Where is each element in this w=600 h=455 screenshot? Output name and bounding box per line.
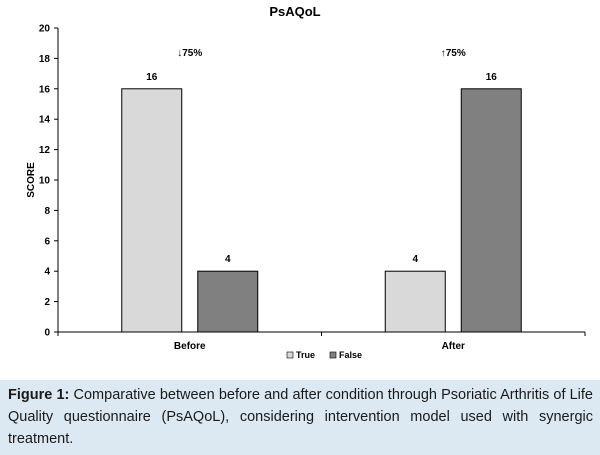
legend-swatch-false xyxy=(329,351,337,359)
percent-change-annotation: ↑75% xyxy=(441,48,466,59)
legend-swatch-true xyxy=(286,351,294,359)
legend-label-true: True xyxy=(296,350,315,360)
x-tick-label: After xyxy=(442,341,465,352)
y-tick-label: 6 xyxy=(44,236,50,247)
y-axis-label: SCORE xyxy=(26,162,37,198)
y-axis: 0 2 4 6 8 10 12 14 16 18 20 xyxy=(39,24,59,339)
annotations: ↓75% ↑75% xyxy=(177,48,466,59)
caption-label: Figure 1: xyxy=(8,387,70,403)
bar-true xyxy=(384,270,446,333)
percent-change-annotation: ↓75% xyxy=(177,48,202,59)
x-tick-label: Before xyxy=(174,341,206,352)
bar-false xyxy=(460,88,522,333)
y-tick-label: 0 xyxy=(44,328,50,339)
y-tick-label: 10 xyxy=(39,176,51,187)
legend: True False xyxy=(286,350,362,360)
data-label: 16 xyxy=(486,72,498,83)
y-tick-label: 2 xyxy=(44,297,50,308)
data-label: 4 xyxy=(412,254,418,265)
y-tick-label: 20 xyxy=(39,24,51,35)
bar-false xyxy=(197,270,259,333)
y-tick-label: 14 xyxy=(39,115,51,126)
bar-true xyxy=(121,88,183,333)
y-tick-label: 12 xyxy=(39,145,51,156)
data-label: 16 xyxy=(146,72,158,83)
bar-chart: PsAQoL SCORE 0 2 4 6 8 10 12 14 16 18 20 16 4 4 16 Be… xyxy=(26,4,586,360)
caption-box: Figure 1: Comparative between before and… xyxy=(0,380,600,455)
y-tick-label: 18 xyxy=(39,54,51,65)
y-tick-label: 8 xyxy=(44,206,50,217)
data-label: 4 xyxy=(225,254,231,265)
figure-caption: Figure 1: Comparative between before and… xyxy=(8,384,593,450)
chart-area: PsAQoL SCORE 0 2 4 6 8 10 12 14 16 18 20 16 4 4 16 Be… xyxy=(26,4,586,360)
legend-label-false: False xyxy=(339,350,362,360)
y-tick-label: 16 xyxy=(39,84,51,95)
chart-title: PsAQoL xyxy=(269,4,320,19)
x-axis: Before After xyxy=(57,331,586,352)
y-tick-label: 4 xyxy=(44,267,50,278)
caption-text: Comparative between before and after con… xyxy=(8,387,593,447)
bars: 16 4 4 16 xyxy=(121,72,522,333)
